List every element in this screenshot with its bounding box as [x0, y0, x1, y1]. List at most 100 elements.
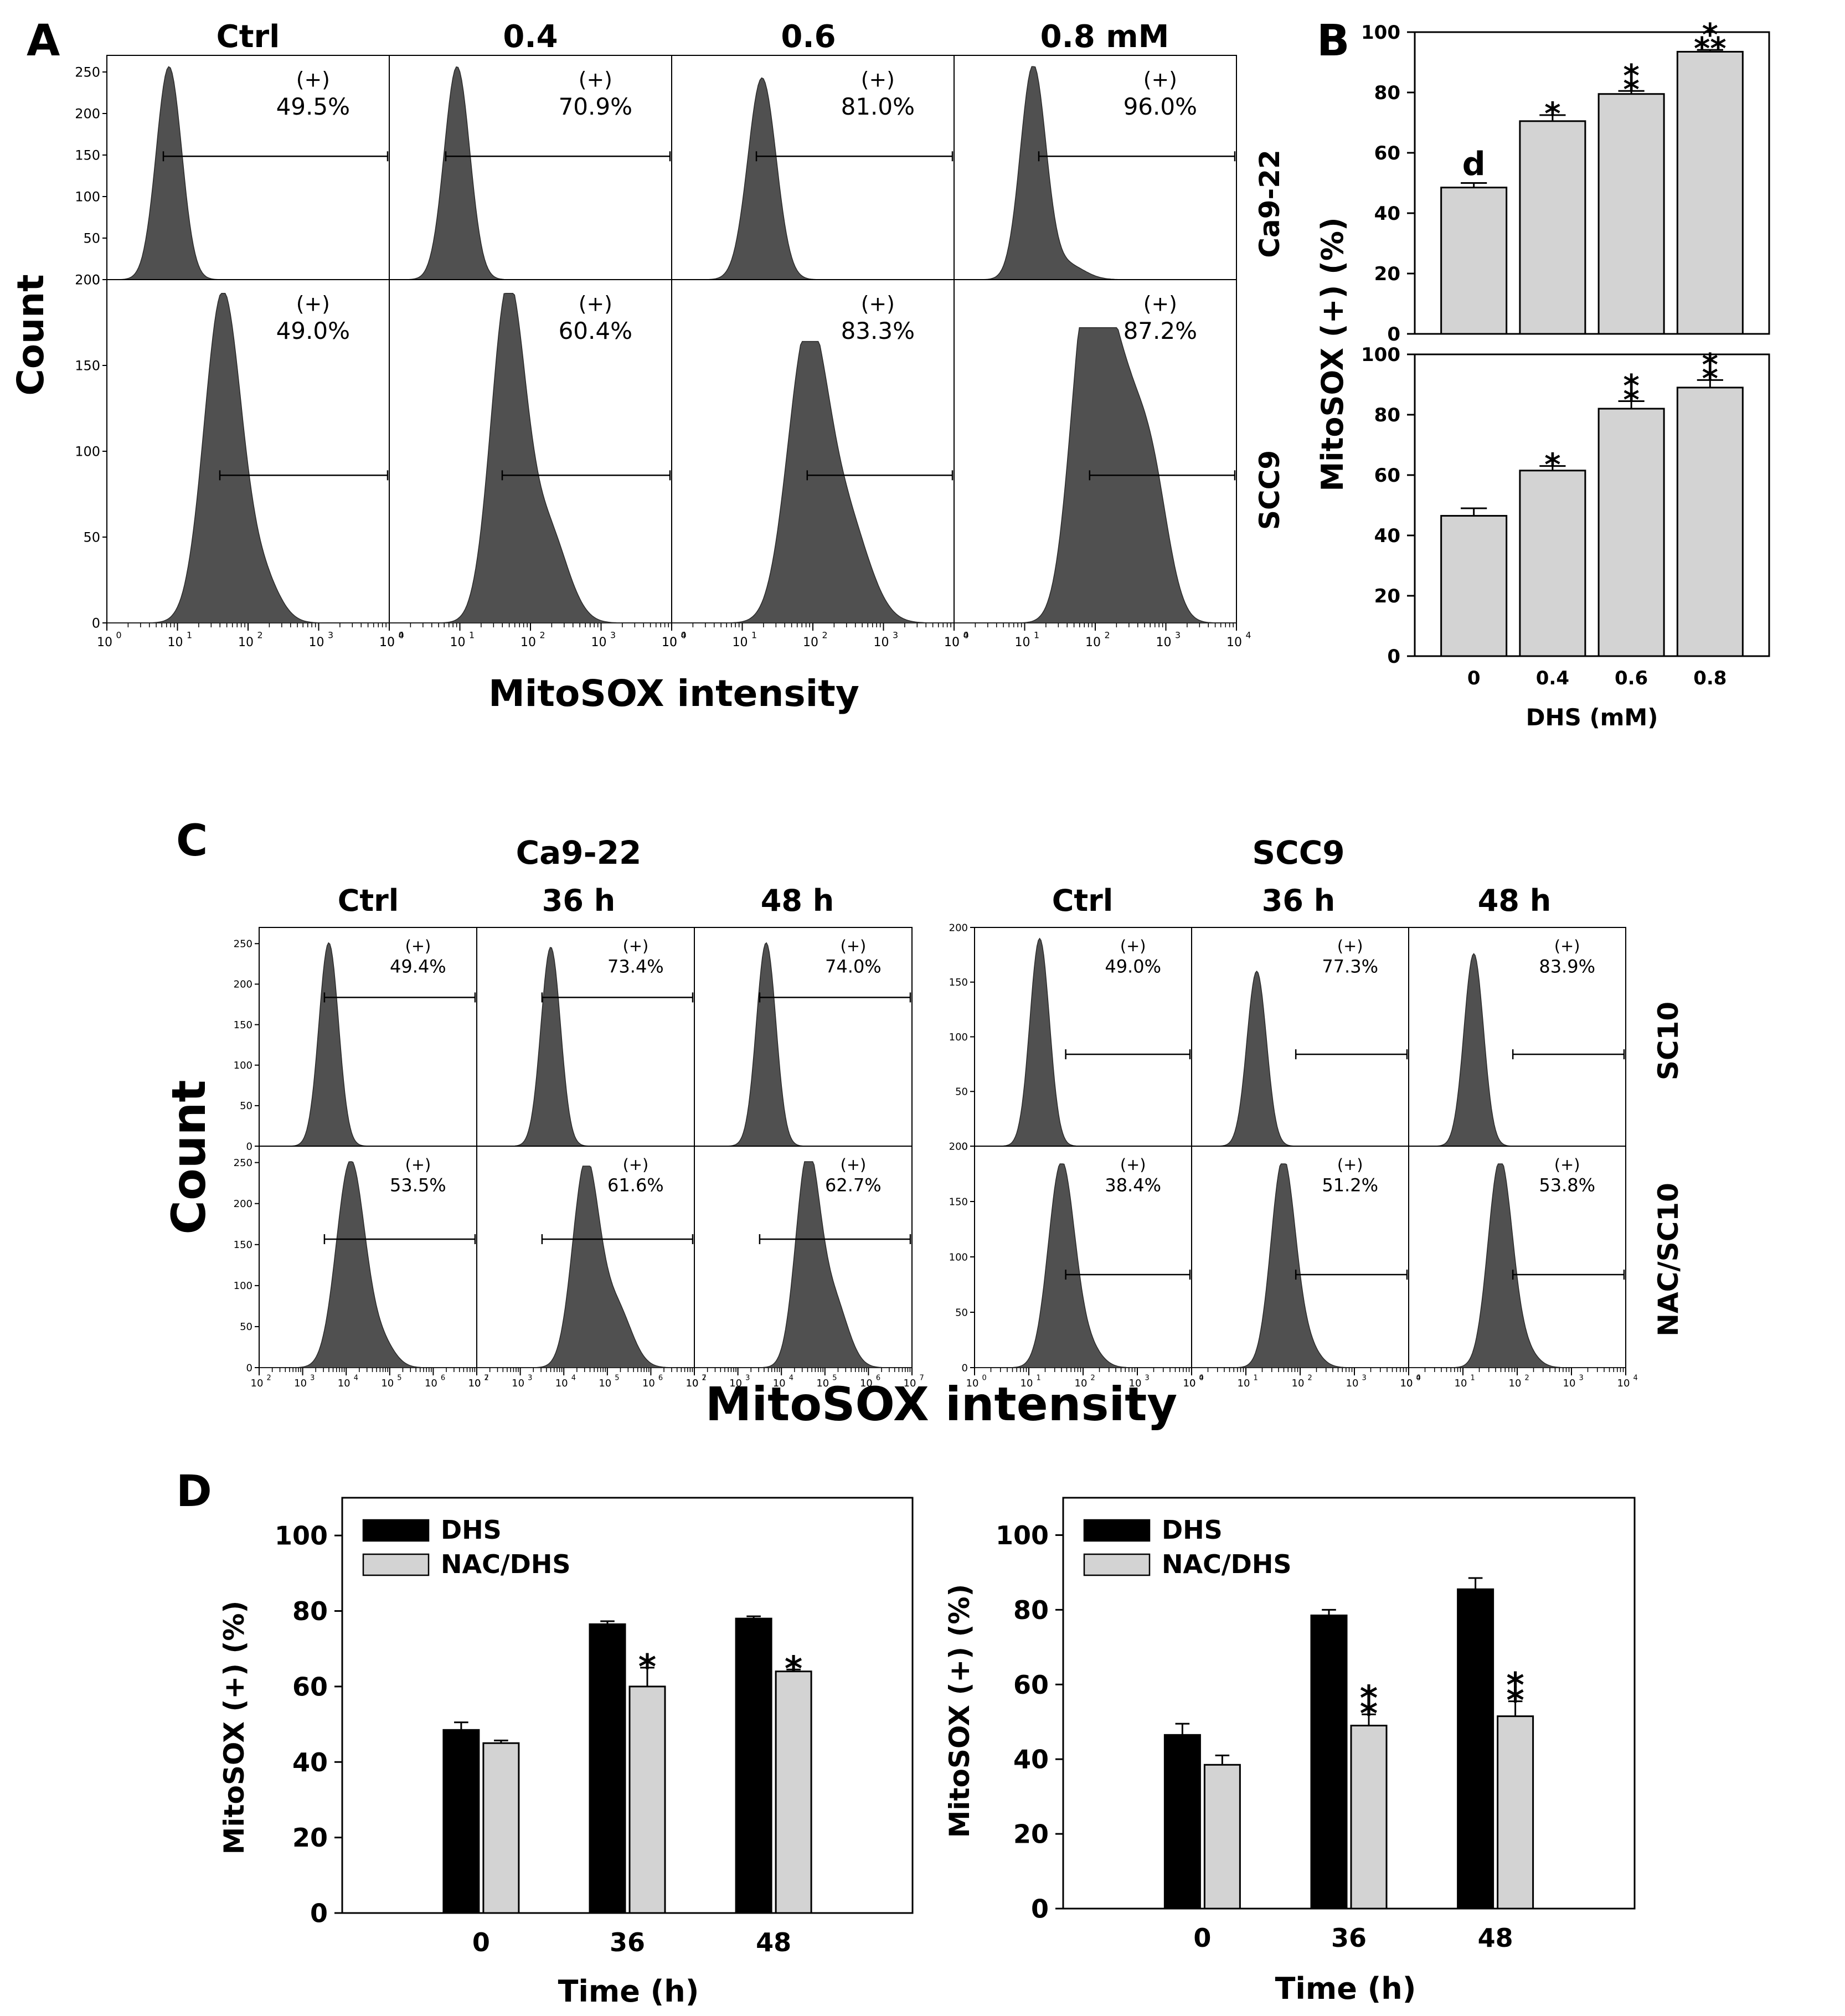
column-title: 36 h: [1262, 883, 1335, 918]
x-tick-base: 10: [686, 1378, 699, 1389]
bar: [1597, 93, 1665, 335]
y-tick-label: 150: [234, 1239, 252, 1251]
x-tick-base: 10: [450, 636, 466, 649]
x-tick-label: 0: [1467, 667, 1481, 689]
y-tick-label: 50: [83, 230, 100, 246]
y-tick-label: 100: [75, 189, 100, 204]
y-tick-label: 0: [246, 1362, 252, 1374]
x-tick-exponent: 3: [1145, 1374, 1150, 1383]
significance-marker: *: [1544, 447, 1560, 483]
y-tick-label: 250: [234, 1157, 252, 1169]
panel-c-row-label-nac-sc10: NAC/SC10: [1652, 1183, 1684, 1337]
gate-label: (+): [841, 936, 867, 955]
y-tick-label: 0: [962, 1362, 968, 1374]
y-tick-label: 20: [1374, 263, 1400, 285]
x-tick-base: 10: [381, 1378, 394, 1389]
x-tick-exponent: 7: [702, 1374, 707, 1383]
y-tick-label: 100: [1361, 22, 1400, 44]
x-tick-exponent: 2: [1091, 1374, 1095, 1383]
bar: [1350, 1724, 1388, 1910]
y-tick-label: 50: [955, 1086, 968, 1098]
x-tick-label: 0.6: [1615, 667, 1648, 689]
x-tick-exponent: 3: [893, 630, 898, 641]
panel-b-row-label-scc9: SCC9: [1254, 450, 1286, 530]
x-tick-base: 10: [468, 1378, 481, 1389]
y-tick-label: 0: [92, 615, 100, 631]
y-tick-label: 100: [275, 1521, 328, 1551]
y-tick-label: 50: [240, 1100, 252, 1112]
column-title: 48 h: [1478, 883, 1551, 918]
y-tick-label: 0: [310, 1899, 328, 1929]
legend-swatch: [1083, 1553, 1151, 1576]
gate-label: (+): [1554, 936, 1580, 955]
significance-marker: *: [1623, 58, 1639, 94]
gate-percent: 62.7%: [825, 1175, 882, 1196]
significance-marker: *: [1506, 1665, 1524, 1705]
x-tick-exponent: 5: [615, 1374, 619, 1383]
gate-percent: 96.0%: [1124, 93, 1197, 120]
x-tick-base: 10: [1509, 1378, 1522, 1389]
significance-marker: *: [1623, 72, 1639, 108]
x-tick-exponent: 1: [469, 630, 475, 641]
y-tick-label: 40: [1013, 1745, 1049, 1775]
panel-c-x-title: MitoSOX intensity: [705, 1377, 1177, 1431]
panel-d-bar-charts: 0 20 40 60 80 100 0 36 * 48 * DHS NAC/DHS 0 20 40 60 80 10…: [275, 1497, 1636, 1957]
y-tick-label: 150: [949, 977, 968, 988]
bar: [442, 1729, 480, 1914]
x-tick-base: 10: [591, 636, 607, 649]
gate-label: (+): [579, 68, 612, 92]
histogram-curve: [259, 1161, 477, 1368]
x-tick-base: 10: [555, 1378, 568, 1389]
y-tick-label: 20: [1013, 1819, 1049, 1849]
gate-label: (+): [405, 936, 431, 955]
x-tick-base: 10: [966, 1378, 979, 1389]
x-tick-base: 10: [642, 1378, 655, 1389]
bar: [1676, 386, 1744, 657]
x-tick-base: 10: [1156, 636, 1172, 649]
x-tick-exponent: 3: [1175, 630, 1181, 641]
bar: [1310, 1614, 1348, 1910]
x-tick-label: 36: [610, 1927, 645, 1957]
gate-percent: 53.5%: [390, 1175, 446, 1196]
x-tick-exponent: 1: [751, 630, 757, 641]
column-title: 48 h: [761, 883, 834, 918]
histogram-curve: [1192, 1163, 1409, 1368]
x-tick-exponent: 2: [822, 630, 828, 641]
gate-percent: 49.4%: [390, 956, 446, 977]
legend-label: DHS: [441, 1515, 502, 1545]
x-tick-exponent: 4: [354, 1374, 358, 1383]
x-tick-exponent: 1: [1034, 630, 1039, 641]
y-tick-label: 40: [1374, 203, 1400, 225]
y-tick-label: 150: [75, 147, 100, 163]
x-tick-exponent: 0: [399, 630, 404, 641]
gate-percent: 87.2%: [1124, 317, 1197, 344]
x-tick-exponent: 1: [1471, 1374, 1475, 1383]
gate-percent: 38.4%: [1105, 1175, 1161, 1196]
histogram-curve: [672, 341, 954, 623]
x-tick-base: 10: [662, 636, 677, 649]
x-tick-base: 10: [773, 1378, 786, 1389]
column-title: 0.8 mM: [1040, 19, 1169, 55]
bar: [1519, 120, 1586, 335]
x-tick-exponent: 3: [528, 1374, 532, 1383]
x-tick-base: 10: [1400, 1378, 1413, 1389]
x-tick-exponent: 2: [267, 1374, 271, 1383]
column-title: Ctrl: [217, 19, 280, 55]
gate-percent: 83.9%: [1539, 956, 1595, 977]
x-tick-base: 10: [1075, 1378, 1088, 1389]
gate-label: (+): [579, 292, 612, 316]
x-tick-base: 10: [904, 1378, 916, 1389]
y-tick-label: 50: [240, 1321, 252, 1333]
x-tick-exponent: 4: [789, 1374, 793, 1383]
x-tick-exponent: 3: [1362, 1374, 1367, 1383]
panel-letter-b: B: [1317, 16, 1349, 66]
gate-percent: 61.6%: [607, 1175, 664, 1196]
y-tick-label: 0: [246, 1141, 252, 1152]
x-tick-exponent: 4: [1416, 1374, 1421, 1383]
x-tick-exponent: 4: [571, 1374, 576, 1383]
x-tick-label: 0.4: [1536, 667, 1569, 689]
gate-percent: 49.0%: [1105, 956, 1161, 977]
x-tick-label: 48: [756, 1927, 791, 1957]
bar: [1597, 408, 1665, 657]
